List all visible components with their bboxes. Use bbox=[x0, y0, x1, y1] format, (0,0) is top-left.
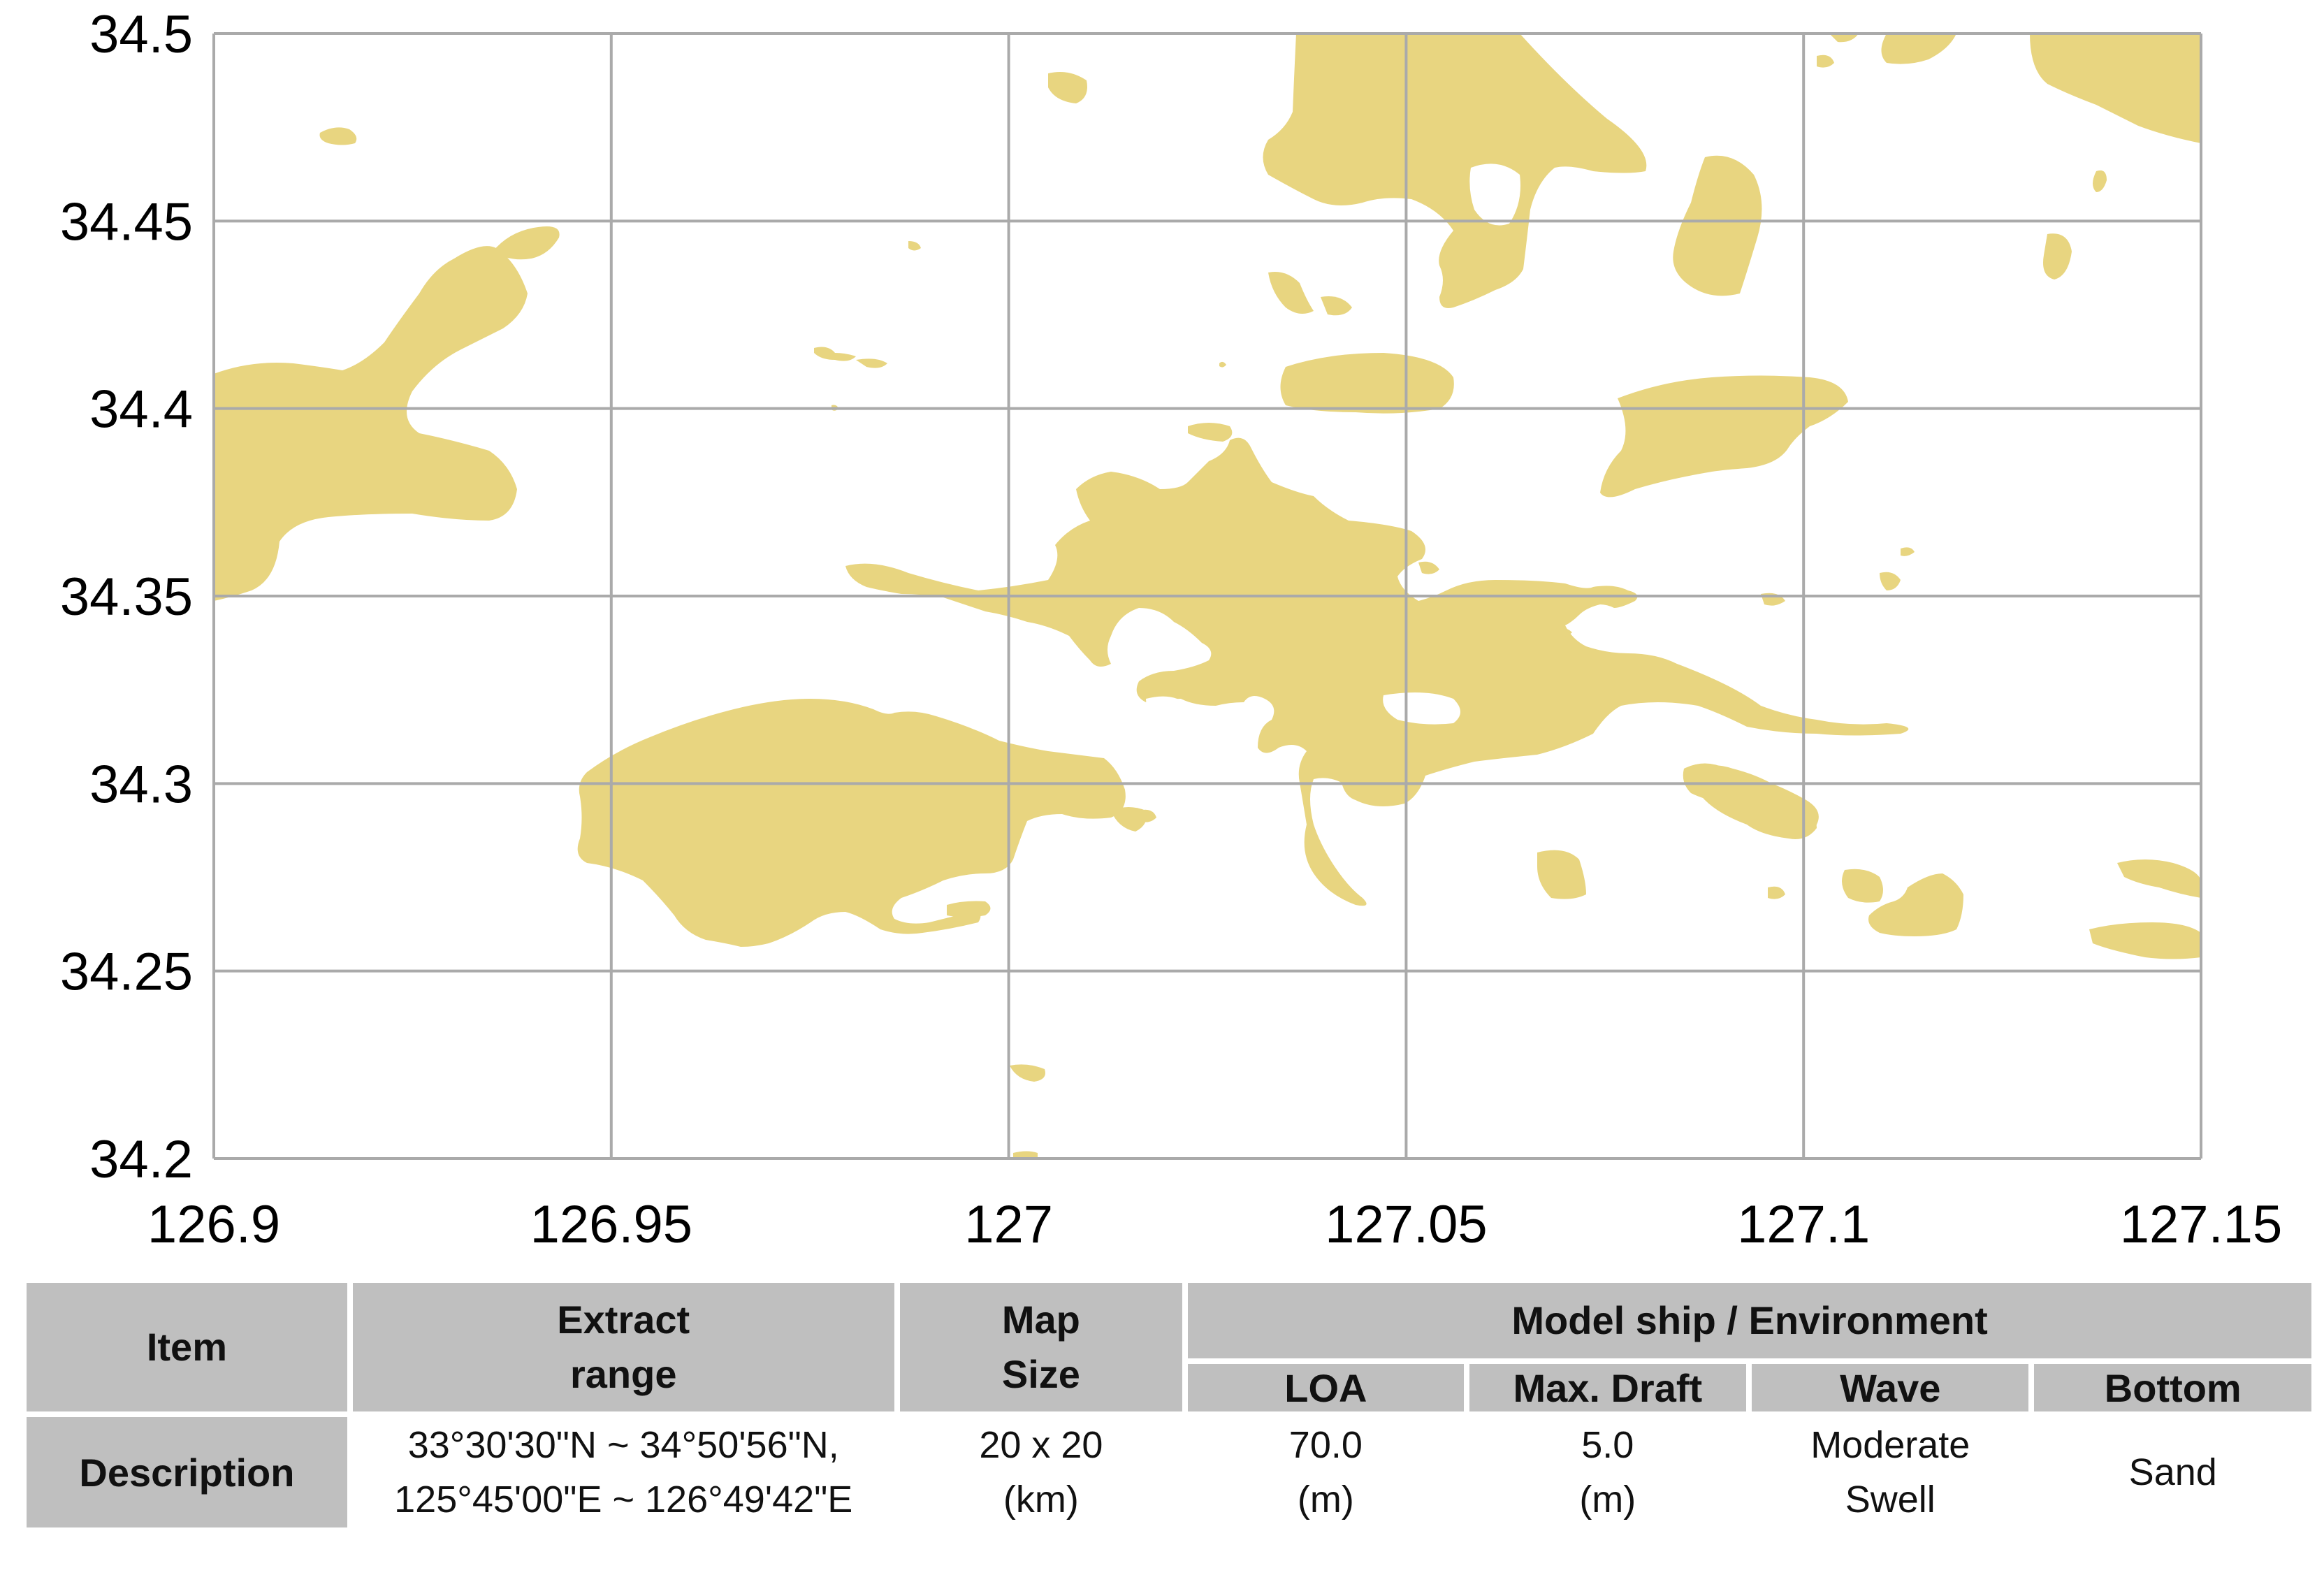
extract-range-line1: 33°30'30"N ~ 34°50'56"N, bbox=[407, 1424, 839, 1466]
header-extract-line1: Extract bbox=[557, 1298, 690, 1342]
land-islet bbox=[1383, 692, 1460, 725]
table-subheader-row: LOA Max. Draft Wave Bottom bbox=[27, 1364, 2311, 1411]
axis-ticks: 126.9 126.95 127 127.05 127.1 127.15 34.5 34.45… bbox=[60, 5, 2282, 1254]
land-islet bbox=[1321, 296, 1352, 316]
table-row: Description 33°30'30"N ~ 34°50'56"N, 125… bbox=[27, 1417, 2311, 1527]
y-tick-label: 34.2 bbox=[89, 1130, 193, 1189]
loa-unit: (m) bbox=[1297, 1479, 1354, 1520]
wave-line1: Moderate bbox=[1810, 1424, 1970, 1466]
header-extract-range: Extract range bbox=[352, 1283, 894, 1411]
land-islet bbox=[2043, 233, 2072, 280]
x-tick-label: 126.9 bbox=[147, 1195, 280, 1254]
land-islet bbox=[1768, 886, 1785, 899]
land-islet bbox=[1469, 164, 1520, 226]
header-model-environment: Model ship / Environment bbox=[1188, 1283, 2311, 1358]
cell-wave: Moderate Swell bbox=[1752, 1417, 2029, 1527]
land-masses bbox=[214, 34, 2201, 1159]
land-islet bbox=[1268, 272, 1314, 314]
cell-extract-range: 33°30'30"N ~ 34°50'56"N, 125°45'00"E ~ 1… bbox=[352, 1417, 894, 1527]
header-item-label: Item bbox=[146, 1325, 227, 1369]
land-island bbox=[1537, 850, 1586, 899]
x-tick-label: 127.05 bbox=[1325, 1195, 1487, 1254]
land-island bbox=[2117, 859, 2201, 898]
row-label-description: Description bbox=[27, 1417, 347, 1527]
land-islet bbox=[1829, 34, 1859, 43]
header-bottom: Bottom bbox=[2034, 1364, 2311, 1411]
land-island bbox=[2089, 922, 2201, 959]
draft-value: 5.0 bbox=[1581, 1424, 1634, 1466]
land-island bbox=[1842, 869, 1883, 903]
header-item: Item bbox=[27, 1283, 347, 1411]
land-islet bbox=[1048, 71, 1087, 103]
land-island bbox=[1698, 770, 1819, 835]
cell-max-draft: 5.0 (m) bbox=[1469, 1417, 1747, 1527]
land-islet bbox=[1111, 807, 1147, 832]
land-islet bbox=[1188, 423, 1233, 442]
header-extract-line2: range bbox=[569, 1352, 677, 1396]
land-islet bbox=[1013, 1151, 1038, 1159]
chart-map: 126.9 126.95 127 127.05 127.1 127.15 34.5 34.45… bbox=[60, 5, 2282, 1254]
map-grid bbox=[212, 32, 2202, 1160]
land-islet bbox=[2093, 170, 2107, 192]
land-islet bbox=[1555, 627, 1572, 637]
land-islet bbox=[493, 226, 560, 260]
x-tick-label: 126.95 bbox=[530, 1195, 692, 1254]
x-tick-label: 127.1 bbox=[1737, 1195, 1870, 1254]
header-mapsize-line2: Size bbox=[1001, 1352, 1080, 1396]
y-tick-label: 34.45 bbox=[60, 192, 193, 252]
map-size-line1: 20 x 20 bbox=[979, 1424, 1103, 1466]
land-islet bbox=[814, 347, 856, 361]
y-tick-label: 34.5 bbox=[89, 5, 193, 64]
land-islet bbox=[1010, 1064, 1045, 1082]
header-mapsize-line1: Map bbox=[1001, 1298, 1080, 1342]
y-tick-label: 34.4 bbox=[89, 380, 193, 440]
wave-line2: Swell bbox=[1845, 1479, 1936, 1520]
extract-range-line2: 125°45'00"E ~ 126°49'42"E bbox=[394, 1479, 853, 1520]
land-island bbox=[1881, 34, 1956, 64]
land-island bbox=[2030, 34, 2201, 143]
info-table: Item Extract range Map Size Model ship /… bbox=[21, 1277, 2317, 1533]
land-island bbox=[577, 699, 1126, 947]
land-islet bbox=[947, 901, 991, 917]
map-size-line2: (km) bbox=[1003, 1479, 1079, 1520]
draft-unit: (m) bbox=[1579, 1479, 1636, 1520]
loa-value: 70.0 bbox=[1288, 1424, 1363, 1466]
y-tick-label: 34.3 bbox=[89, 755, 193, 814]
land-islet bbox=[1817, 55, 1834, 68]
land-island bbox=[1600, 375, 1848, 498]
header-map-size: Map Size bbox=[899, 1283, 1183, 1411]
cell-map-size: 20 x 20 (km) bbox=[899, 1417, 1183, 1527]
land-islet bbox=[1880, 572, 1901, 590]
x-tick-label: 127.15 bbox=[2120, 1195, 2282, 1254]
land-island bbox=[1263, 34, 1647, 308]
header-loa: LOA bbox=[1188, 1364, 1464, 1411]
y-tick-label: 34.35 bbox=[60, 567, 193, 627]
land-island bbox=[845, 437, 1909, 906]
land-islet bbox=[1901, 547, 1915, 556]
land-islet bbox=[908, 241, 921, 251]
land-islet bbox=[1418, 561, 1439, 574]
y-tick-label: 34.25 bbox=[60, 943, 193, 1002]
land-islet bbox=[856, 358, 887, 368]
land-islet bbox=[1219, 361, 1226, 368]
land-island bbox=[1868, 873, 1963, 936]
land-island bbox=[1280, 353, 1454, 414]
header-wave: Wave bbox=[1752, 1364, 2029, 1411]
x-tick-label: 127 bbox=[964, 1195, 1053, 1254]
cell-bottom: Sand bbox=[2034, 1417, 2311, 1527]
land-island bbox=[214, 246, 528, 601]
header-model-env-label: Model ship / Environment bbox=[1511, 1298, 1988, 1342]
land-island bbox=[1673, 155, 1762, 296]
land-islet bbox=[1146, 696, 1188, 720]
cell-loa: 70.0 (m) bbox=[1188, 1417, 1464, 1527]
land-islet bbox=[319, 127, 357, 145]
table-header-row: Item Extract range Map Size Model ship /… bbox=[27, 1283, 2311, 1411]
header-max-draft: Max. Draft bbox=[1469, 1364, 1747, 1411]
